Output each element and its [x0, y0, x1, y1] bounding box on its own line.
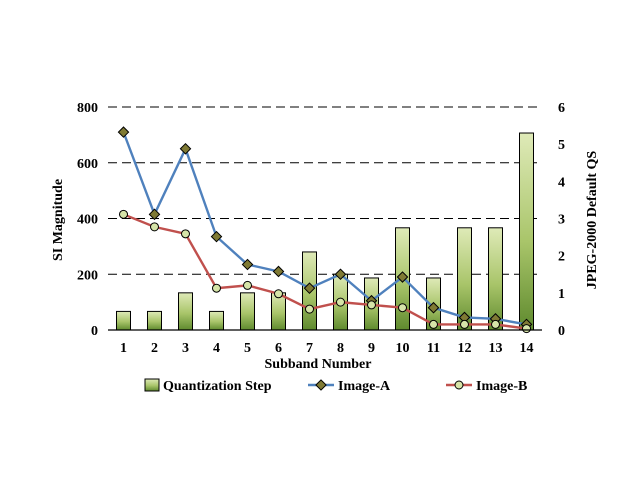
- y2-tick-label: 6: [558, 101, 565, 116]
- x-tick-label: 6: [275, 341, 282, 356]
- data-point: [148, 208, 161, 221]
- grid-lines: [108, 106, 542, 275]
- line-series: [117, 126, 533, 334]
- data-point: [305, 304, 314, 314]
- data-point: [522, 324, 531, 334]
- y2-tick-label: 1: [558, 287, 565, 302]
- y2-tick-label: 3: [558, 213, 565, 228]
- data-point: [181, 229, 190, 239]
- bar: [178, 292, 193, 331]
- data-point: [396, 271, 409, 283]
- legend: Quantization Step Image-A Image-B: [144, 378, 527, 394]
- legend-marker: [454, 380, 464, 390]
- y-tick-label: 400: [77, 213, 98, 228]
- data-point: [119, 209, 128, 219]
- bar: [209, 310, 224, 331]
- x-tick-label: 5: [244, 341, 251, 356]
- x-tick-label: 2: [151, 341, 158, 356]
- x-tick-label: 10: [396, 341, 410, 356]
- bar: [147, 310, 162, 331]
- x-tick-label: 4: [213, 341, 220, 356]
- y2-tick-label: 2: [558, 250, 565, 265]
- y2-axis-title: JPEG-2000 Default QS: [585, 151, 600, 290]
- y2-tick-label: 5: [558, 138, 565, 153]
- legend-marker: [315, 379, 327, 391]
- data-point: [429, 319, 438, 329]
- legend-label: Quantization Step: [163, 379, 272, 394]
- x-tick-label: 11: [427, 341, 440, 356]
- data-point: [334, 268, 347, 281]
- y2-tick-label: 4: [558, 175, 565, 190]
- y-tick-label: 800: [77, 101, 98, 116]
- x-tick-label: 9: [368, 341, 375, 356]
- data-point: [367, 300, 376, 310]
- x-axis-title: Subband Number: [265, 357, 372, 372]
- data-point: [458, 311, 471, 324]
- data-point: [210, 230, 223, 243]
- data-point: [179, 143, 192, 155]
- data-point: [241, 258, 254, 271]
- x-tick-label: 1: [120, 341, 127, 356]
- y-tick-label: 0: [91, 324, 98, 339]
- data-point: [398, 303, 407, 313]
- data-point: [274, 289, 283, 299]
- legend-swatch: [144, 378, 160, 392]
- data-point: [272, 265, 285, 278]
- y-tick-label: 600: [77, 157, 98, 172]
- y-tick-label: 200: [77, 268, 98, 283]
- x-tick-label: 14: [520, 341, 534, 356]
- data-point: [427, 301, 440, 314]
- data-point: [212, 283, 221, 293]
- x-tick-label: 13: [489, 341, 503, 356]
- y-axis-title: SI Magnitude: [51, 179, 66, 261]
- bar: [240, 292, 255, 331]
- x-tick-label: 7: [306, 341, 313, 356]
- y2-tick-label: 0: [558, 324, 565, 339]
- series-line: [122, 131, 527, 326]
- legend-label: Image-A: [338, 379, 391, 394]
- data-point: [117, 126, 130, 138]
- bar: [271, 292, 286, 331]
- legend-label: Image-B: [476, 379, 527, 394]
- data-point: [491, 319, 500, 329]
- data-point: [150, 222, 159, 232]
- data-point: [243, 280, 252, 290]
- series-line: [123, 213, 527, 330]
- data-point: [336, 297, 345, 307]
- data-point: [303, 282, 316, 294]
- x-tick-label: 8: [337, 341, 344, 356]
- x-tick-label: 3: [182, 341, 189, 356]
- x-tick-label: 12: [458, 341, 472, 356]
- bar: [116, 310, 131, 331]
- data-point: [460, 319, 469, 329]
- bar: [519, 132, 534, 331]
